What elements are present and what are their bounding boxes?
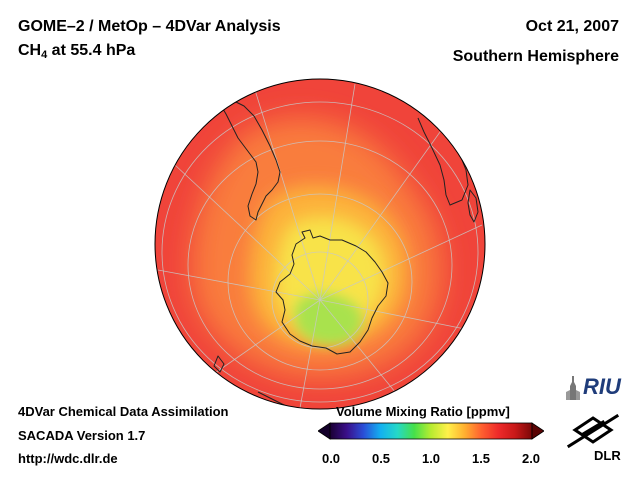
dlr-logo-icon — [566, 414, 620, 449]
species-prefix: CH — [18, 42, 42, 59]
colorbar-tick-1: 0.5 — [371, 451, 391, 466]
colorbar-underflow-arrow — [318, 422, 331, 440]
south-america-coast — [219, 95, 281, 221]
colorbar-title: Volume Mixing Ratio [ppmv] — [336, 404, 510, 419]
species-subscript: 4 — [41, 49, 48, 61]
hemisphere-label: Southern Hemisphere — [452, 48, 619, 65]
colorbar-overflow-arrow — [531, 422, 544, 440]
madagascar-coast — [467, 189, 479, 223]
colorbar — [318, 422, 544, 440]
analysis-date: Oct 21, 2007 — [525, 18, 619, 35]
colorbar-gradient — [329, 422, 533, 440]
system-name: 4DVar Chemical Data Assimilation — [18, 404, 229, 419]
graticule — [157, 83, 483, 409]
colorbar-tick-3: 1.5 — [471, 451, 491, 466]
field-minimum — [294, 293, 363, 345]
title-analysis: GOME–2 / MetOp – 4DVar Analysis — [18, 18, 281, 35]
globe-outline — [154, 78, 486, 410]
new-zealand-coast — [213, 355, 225, 373]
riu-logo-icon — [566, 376, 580, 400]
methane-field — [155, 79, 485, 409]
riu-logo-text: RIU — [583, 374, 621, 399]
version-label: SACADA Version 1.7 — [18, 428, 146, 443]
antarctica-coast — [275, 229, 389, 355]
dlr-logo-text: DLR — [594, 448, 621, 463]
colorbar-tick-2: 1.0 — [421, 451, 441, 466]
species-level: at 55.4 hPa — [47, 42, 136, 59]
title-species: CH4 at 55.4 hPa — [18, 42, 136, 61]
colorbar-tick-4: 2.0 — [521, 451, 541, 466]
colorbar-tick-0: 0.0 — [321, 451, 341, 466]
source-url: http://wdc.dlr.de — [18, 451, 118, 466]
